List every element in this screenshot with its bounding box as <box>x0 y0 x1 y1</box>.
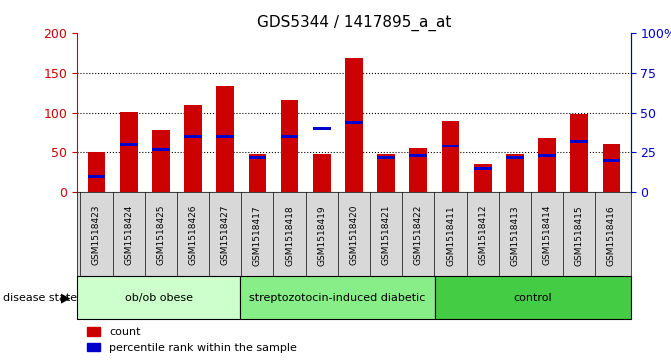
Bar <box>409 154 427 157</box>
Text: GSM1518414: GSM1518414 <box>543 205 552 265</box>
Text: GSM1518423: GSM1518423 <box>92 205 101 265</box>
Bar <box>313 154 331 192</box>
Bar <box>120 143 138 146</box>
Bar <box>474 167 492 170</box>
Bar <box>506 154 524 192</box>
Bar <box>409 148 427 192</box>
Bar <box>345 121 363 123</box>
Text: GSM1518421: GSM1518421 <box>382 205 391 265</box>
Bar <box>474 164 492 192</box>
Bar <box>442 121 460 192</box>
Bar <box>248 154 266 192</box>
Bar <box>435 276 631 319</box>
Legend: count, percentile rank within the sample: count, percentile rank within the sample <box>83 323 302 358</box>
Bar <box>538 138 556 192</box>
Bar <box>216 135 234 138</box>
Bar <box>313 127 331 130</box>
Bar <box>377 154 395 192</box>
Text: GSM1518427: GSM1518427 <box>221 205 229 265</box>
Bar <box>603 144 620 192</box>
Bar <box>538 154 556 157</box>
Bar <box>506 156 524 159</box>
Text: GSM1518418: GSM1518418 <box>285 205 294 266</box>
Text: GSM1518411: GSM1518411 <box>446 205 455 266</box>
Text: GSM1518426: GSM1518426 <box>189 205 197 265</box>
Bar <box>570 114 588 192</box>
Bar <box>442 145 460 147</box>
Bar <box>240 276 435 319</box>
Bar <box>88 175 105 178</box>
Bar <box>184 135 202 138</box>
Bar <box>77 276 240 319</box>
Text: GSM1518413: GSM1518413 <box>511 205 519 266</box>
Bar <box>88 152 105 192</box>
Text: control: control <box>514 293 552 303</box>
Text: ob/ob obese: ob/ob obese <box>125 293 193 303</box>
Text: GSM1518416: GSM1518416 <box>607 205 616 266</box>
Bar <box>280 135 299 138</box>
Bar <box>152 148 170 151</box>
Text: streptozotocin-induced diabetic: streptozotocin-induced diabetic <box>250 293 426 303</box>
Bar <box>345 58 363 192</box>
Bar <box>120 112 138 192</box>
Text: GSM1518415: GSM1518415 <box>575 205 584 266</box>
Text: GSM1518417: GSM1518417 <box>253 205 262 266</box>
Bar <box>184 105 202 192</box>
Text: GSM1518424: GSM1518424 <box>124 205 133 265</box>
Bar <box>152 130 170 192</box>
Bar <box>216 86 234 192</box>
Text: disease state: disease state <box>3 293 77 303</box>
Bar <box>280 100 299 192</box>
Text: GSM1518422: GSM1518422 <box>414 205 423 265</box>
Bar <box>603 159 620 162</box>
Bar <box>377 156 395 159</box>
Title: GDS5344 / 1417895_a_at: GDS5344 / 1417895_a_at <box>257 15 451 31</box>
Text: GSM1518425: GSM1518425 <box>156 205 165 265</box>
Text: GSM1518420: GSM1518420 <box>350 205 358 265</box>
Bar <box>570 140 588 143</box>
Text: GSM1518419: GSM1518419 <box>317 205 326 266</box>
Text: ▶: ▶ <box>61 291 70 304</box>
Bar <box>248 156 266 159</box>
Text: GSM1518412: GSM1518412 <box>478 205 487 265</box>
